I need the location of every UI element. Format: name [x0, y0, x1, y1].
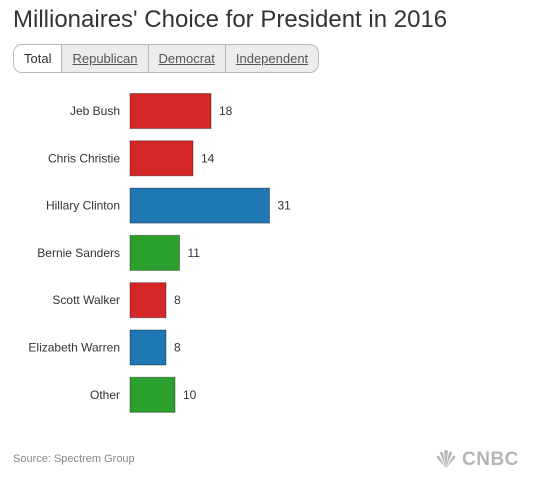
bar[interactable] — [129, 187, 270, 224]
bar[interactable] — [129, 234, 180, 271]
value-label: 18 — [219, 104, 233, 118]
category-label: Other — [90, 388, 120, 402]
bar[interactable] — [129, 140, 194, 177]
value-label: 10 — [183, 388, 197, 402]
chart-title: Millionaires' Choice for President in 20… — [13, 6, 448, 33]
tab-republican[interactable]: Republican — [61, 45, 147, 72]
category-label: Hillary Clinton — [46, 199, 120, 213]
category-label: Bernie Sanders — [37, 246, 120, 260]
cnbc-logo: CNBC — [433, 449, 519, 471]
category-label: Jeb Bush — [70, 104, 120, 118]
value-label: 11 — [188, 246, 201, 260]
tab-total[interactable]: Total — [14, 45, 62, 72]
value-label: 8 — [174, 293, 181, 307]
bar[interactable] — [129, 376, 176, 413]
party-filter-tabs: Total Republican Democrat Independent — [13, 44, 320, 73]
source-note: Source: Spectrem Group — [13, 453, 135, 465]
bar[interactable] — [129, 282, 167, 319]
value-label: 8 — [174, 341, 181, 355]
category-label: Chris Christie — [48, 151, 120, 165]
category-label: Scott Walker — [52, 293, 120, 307]
tab-independent[interactable]: Independent — [224, 45, 318, 72]
bar[interactable] — [129, 329, 167, 366]
nbc-peacock-icon — [436, 450, 456, 468]
value-label: 31 — [278, 199, 292, 213]
tab-democrat[interactable]: Democrat — [147, 45, 225, 72]
value-label: 14 — [201, 151, 215, 165]
bar-chart: Jeb Bush 18 Chris Christie 14 Hillary Clinto… — [28, 93, 292, 413]
bar[interactable] — [129, 93, 212, 129]
category-label: Elizabeth Warren — [28, 341, 120, 355]
logo-wordmark: CNBC — [462, 449, 519, 470]
